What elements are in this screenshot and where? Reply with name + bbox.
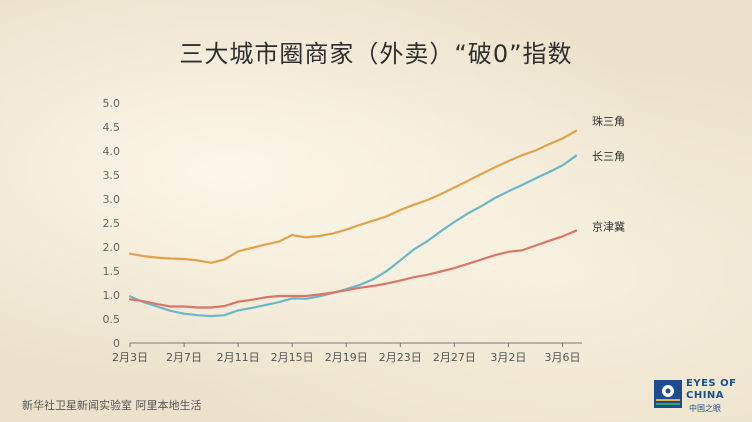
x-tick-label: 2月27日	[433, 351, 476, 364]
x-tick-label: 2月3日	[112, 351, 148, 364]
series-label-3: 京津冀	[592, 220, 625, 234]
series-line-3	[128, 229, 578, 309]
x-tick-label: 2月23日	[379, 351, 422, 364]
series-line-2	[128, 154, 578, 318]
y-tick-label: 3.0	[103, 193, 121, 206]
y-tick-label: 0	[113, 337, 120, 350]
y-tick-label: 4.5	[103, 121, 121, 134]
x-axis: 2月3日 2月7日 2月11日 2月15日 2月19日 2月23日 2月27日 3月2日 3月6…	[112, 342, 582, 364]
footer-source: 新华社卫星新闻实验室 阿里本地生活	[22, 399, 202, 412]
series-lines	[128, 129, 578, 318]
y-tick-label: 1.5	[103, 265, 121, 278]
chart-title: 三大城市圈商家（外卖）“破0”指数	[179, 40, 573, 68]
x-tick-label: 3月2日	[490, 351, 526, 364]
eyes-of-china-logo: EYES OF CHINA 中国之眼	[653, 376, 745, 416]
logo-line3: 中国之眼	[689, 404, 721, 413]
y-tick-label: 3.5	[103, 169, 121, 182]
y-axis-ticks: 0 0.5 1.0 1.5 2.0 2.5 3.0 3.5 4.0 4.5 5.0	[103, 97, 121, 350]
x-tick-label: 2月11日	[217, 351, 260, 364]
y-tick-label: 2.5	[103, 217, 121, 230]
x-tick-label: 3月6日	[544, 351, 580, 364]
y-tick-label: 4.0	[103, 145, 121, 158]
series-label-1: 珠三角	[592, 114, 625, 128]
x-tick-label: 2月19日	[325, 351, 368, 364]
y-tick-label: 1.0	[103, 289, 121, 302]
eye-logo-icon	[654, 380, 682, 408]
x-tick-label: 2月15日	[271, 351, 314, 364]
series-label-2: 长三角	[592, 150, 625, 163]
y-tick-label: 0.5	[103, 313, 121, 326]
logo-line1: EYES OF	[686, 378, 737, 389]
series-line-1	[128, 129, 578, 264]
x-tick-label: 2月7日	[166, 351, 202, 364]
y-tick-label: 5.0	[103, 97, 121, 110]
y-tick-label: 2.0	[103, 241, 121, 254]
logo-line2: CHINA	[686, 390, 725, 401]
